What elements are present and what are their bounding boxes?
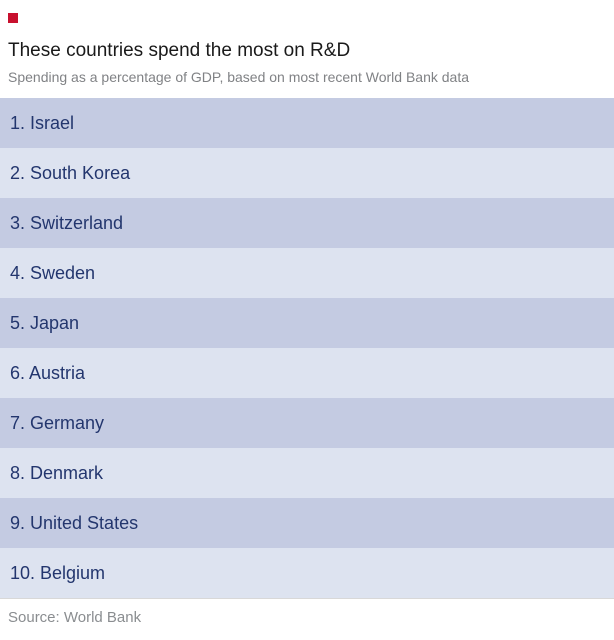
list-item: 9. United States — [0, 498, 614, 548]
list-item: 5. Japan — [0, 298, 614, 348]
list-item: 1. Israel — [0, 98, 614, 148]
page-subtitle: Spending as a percentage of GDP, based o… — [8, 69, 469, 85]
list-item: 3. Switzerland — [0, 198, 614, 248]
page-title: These countries spend the most on R&D — [8, 40, 351, 61]
list-item: 10. Belgium — [0, 548, 614, 598]
brand-logo-square — [8, 13, 18, 23]
source-attribution: Source: World Bank — [8, 609, 142, 626]
list-item: 7. Germany — [0, 398, 614, 448]
list-item: 2. South Korea — [0, 148, 614, 198]
list-item: 6. Austria — [0, 348, 614, 398]
list-item: 4. Sweden — [0, 248, 614, 298]
ranking-list: 1. Israel 2. South Korea 3. Switzerland … — [0, 98, 614, 598]
list-item: 8. Denmark — [0, 448, 614, 498]
footer: Source: World Bank — [0, 598, 614, 628]
header: These countries spend the most on R&D Sp… — [0, 0, 614, 86]
